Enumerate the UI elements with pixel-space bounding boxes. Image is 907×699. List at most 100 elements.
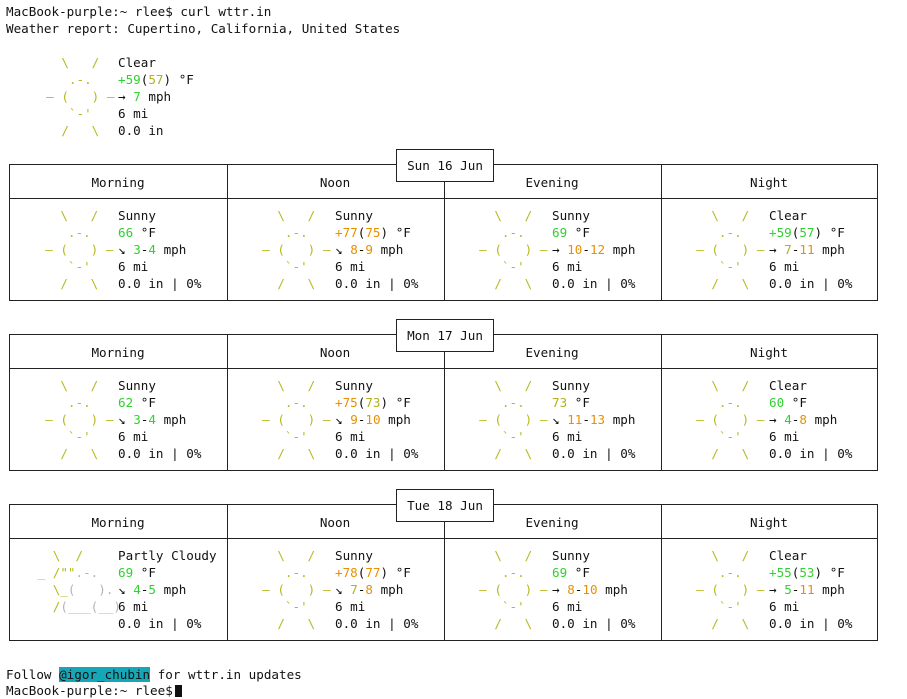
wind-high: 4 — [148, 412, 156, 427]
condition-text: Clear — [769, 208, 807, 223]
follow-suffix: for wttr.in updates — [158, 667, 302, 682]
precipitation: 0.0 in | 0% — [769, 616, 852, 631]
sun-icon: \ / .-. ― ( ) ― `-' / \ — [464, 547, 563, 632]
precipitation: 0.0 in | 0% — [552, 276, 635, 291]
condition-text: Partly Cloudy — [118, 548, 217, 563]
visibility: 6 mi — [335, 259, 365, 274]
precipitation: 0.0 in | 0% — [335, 276, 418, 291]
precipitation: 0.0 in | 0% — [118, 276, 201, 291]
temperature-unit: °F — [830, 565, 845, 580]
wind-arrow-icon: ↘ — [335, 242, 343, 257]
forecast-cell: \ / .-. ― ( ) ― `-' / \ Sunny +75(73) °F… — [227, 377, 443, 467]
wind-high: 5 — [148, 582, 156, 597]
visibility: 6 mi — [118, 599, 148, 614]
row-divider — [10, 368, 877, 369]
condition-text: Sunny — [552, 378, 590, 393]
sun-icon: \ / .-. ― ( ) ― `-' / \ — [247, 207, 346, 292]
wind-low: 3 — [133, 412, 141, 427]
follow-line: Follow @igor_chubin for wttr.in updates — [6, 666, 302, 683]
sun-icon: \ / .-. ― ( ) ― `-' / \ — [464, 207, 563, 292]
condition-text: Clear — [769, 548, 807, 563]
forecast-cell: \ / _ /"".-. \_( ). /(___(__) Partly Clo… — [10, 547, 226, 637]
temperature-unit: °F — [575, 565, 590, 580]
feels-like-temperature: 75 — [365, 225, 380, 240]
forecast-cell: \ / .-. ― ( ) ― `-' / \ Sunny 62 °F ↘ 3-… — [10, 377, 226, 467]
forecast-cell: \ / .-. ― ( ) ― `-' / \ Sunny 66 °F ↘ 3-… — [10, 207, 226, 297]
wind-unit: mph — [613, 412, 636, 427]
temperature: 62 — [118, 395, 133, 410]
wind-high: 9 — [365, 242, 373, 257]
period-info: Sunny 62 °F ↘ 3-4 mph 6 mi 0.0 in | 0% — [118, 377, 201, 462]
forecast-cell: \ / .-. ― ( ) ― `-' / \ Sunny 69 °F → 10… — [444, 207, 660, 297]
forecast-cell: \ / .-. ― ( ) ― `-' / \ Sunny 69 °F → 8-… — [444, 547, 660, 637]
wind-unit: mph — [164, 582, 187, 597]
partly-cloudy-icon: \ / _ /"".-. \_( ). /(___(__) — [30, 547, 129, 632]
precipitation: 0.0 in | 0% — [552, 616, 635, 631]
temperature: 66 — [118, 225, 133, 240]
current-wind: 7 — [133, 89, 141, 104]
wind-low: 8 — [567, 582, 575, 597]
precipitation: 0.0 in | 0% — [335, 446, 418, 461]
temperature: +75 — [335, 395, 358, 410]
wind-unit: mph — [822, 582, 845, 597]
temperature: +78 — [335, 565, 358, 580]
wind-arrow-icon: → — [552, 242, 560, 257]
date-label: Sun 16 Jun — [396, 149, 494, 182]
period-header: Morning — [10, 514, 226, 531]
precipitation: 0.0 in | 0% — [118, 616, 201, 631]
temperature-unit: °F — [575, 395, 590, 410]
wind-arrow-icon: ↘ — [118, 242, 126, 257]
period-info: Clear 60 °F → 4-8 mph 6 mi 0.0 in | 0% — [769, 377, 852, 462]
wind-arrow-icon: → — [769, 582, 777, 597]
condition-text: Sunny — [118, 378, 156, 393]
wind-unit: mph — [605, 582, 628, 597]
period-header: Night — [661, 514, 877, 531]
wind-low: 4 — [133, 582, 141, 597]
visibility: 6 mi — [552, 259, 582, 274]
wind-unit: mph — [388, 412, 411, 427]
visibility: 6 mi — [552, 429, 582, 444]
condition-text: Sunny — [552, 208, 590, 223]
final-prompt-line[interactable]: MacBook-purple:~ rlee$ — [6, 682, 182, 699]
visibility: 6 mi — [118, 429, 148, 444]
row-divider — [10, 198, 877, 199]
visibility: 6 mi — [769, 599, 799, 614]
forecast-cell: \ / .-. ― ( ) ― `-' / \ Sunny 73 °F ↘ 11… — [444, 377, 660, 467]
current-precip: 0.0 in — [118, 123, 164, 138]
date-label: Mon 17 Jun — [396, 319, 494, 352]
wind-low: 11 — [567, 412, 582, 427]
precipitation: 0.0 in | 0% — [118, 446, 201, 461]
sun-icon: \ / .-. ― ( ) ― `-' / \ — [247, 547, 346, 632]
temperature: +59 — [769, 225, 792, 240]
visibility: 6 mi — [769, 429, 799, 444]
cursor-block — [175, 685, 182, 697]
temperature-unit: °F — [575, 225, 590, 240]
sun-icon: \ / .-. ― ( ) ― `-' / \ — [464, 377, 563, 462]
precipitation: 0.0 in | 0% — [335, 616, 418, 631]
day-table: Morning Noon Evening Night Tue 18 Jun \ / _ … — [9, 504, 878, 641]
temperature-unit: °F — [396, 565, 411, 580]
sun-icon: \ / .-. ― ( ) ― `-' / \ — [681, 377, 780, 462]
wind-unit: mph — [164, 242, 187, 257]
twitter-handle-link[interactable]: @igor_chubin — [59, 667, 150, 682]
temperature-unit: °F — [396, 395, 411, 410]
temperature-unit: °F — [141, 225, 156, 240]
temperature-unit: °F — [141, 395, 156, 410]
wind-arrow-icon: → — [552, 582, 560, 597]
date-label: Tue 18 Jun — [396, 489, 494, 522]
visibility: 6 mi — [335, 429, 365, 444]
sun-icon: \ / .-. ― ( ) ― `-' / \ — [31, 54, 130, 139]
wind-arrow-icon: → — [118, 89, 126, 104]
period-info: Sunny 69 °F → 10-12 mph 6 mi 0.0 in | 0% — [552, 207, 635, 292]
condition-text: Sunny — [118, 208, 156, 223]
forecast-cell: \ / .-. ― ( ) ― `-' / \ Sunny +78(77) °F… — [227, 547, 443, 637]
period-header: Night — [661, 344, 877, 361]
forecast-cell: \ / .-. ― ( ) ― `-' / \ Clear +55(53) °F… — [661, 547, 877, 637]
wind-low: 7 — [350, 582, 358, 597]
temperature: +77 — [335, 225, 358, 240]
wind-unit: mph — [381, 582, 404, 597]
precipitation: 0.0 in | 0% — [769, 446, 852, 461]
command: curl wttr.in — [180, 4, 271, 19]
wind-unit: mph — [381, 242, 404, 257]
